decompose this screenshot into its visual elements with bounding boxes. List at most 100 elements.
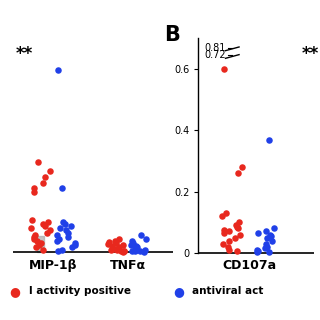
Point xyxy=(220,213,225,219)
Point xyxy=(65,234,70,239)
Point xyxy=(226,247,231,252)
Point xyxy=(234,224,239,229)
Point xyxy=(31,185,36,190)
Point xyxy=(237,232,242,237)
Point xyxy=(32,236,37,242)
Text: **: ** xyxy=(302,45,319,63)
Point xyxy=(32,234,37,239)
Point xyxy=(54,232,59,237)
Point xyxy=(236,220,241,225)
Point xyxy=(235,226,240,231)
Point xyxy=(256,230,261,236)
Point xyxy=(232,235,237,240)
Point xyxy=(264,244,269,249)
Point xyxy=(34,245,39,250)
Point xyxy=(36,243,42,248)
Point xyxy=(221,228,226,233)
Point xyxy=(45,219,51,224)
Point xyxy=(240,164,245,170)
Point xyxy=(263,229,268,234)
Point xyxy=(116,245,122,250)
Point xyxy=(265,235,270,240)
Bar xyxy=(37,236,44,252)
Point xyxy=(108,247,113,252)
Point xyxy=(222,230,227,236)
Point xyxy=(221,241,226,246)
Text: ●: ● xyxy=(10,285,20,298)
Point xyxy=(114,241,119,246)
Point xyxy=(130,249,135,254)
Point xyxy=(227,229,232,234)
Text: 0.72: 0.72 xyxy=(204,50,226,60)
Point xyxy=(121,249,126,254)
Point xyxy=(45,230,50,235)
Point xyxy=(54,238,60,244)
Point xyxy=(117,236,122,242)
Point xyxy=(269,238,274,243)
Point xyxy=(43,174,48,180)
Point xyxy=(34,238,39,244)
Point xyxy=(59,185,64,190)
Point xyxy=(113,238,118,244)
Text: ●: ● xyxy=(173,285,184,298)
Point xyxy=(268,232,273,237)
Text: **: ** xyxy=(16,45,33,63)
Point xyxy=(266,250,271,255)
Point xyxy=(254,250,259,255)
Point xyxy=(224,211,229,216)
Point xyxy=(31,189,36,195)
Point xyxy=(133,244,138,249)
Point xyxy=(63,228,68,233)
Point xyxy=(254,247,259,252)
Point xyxy=(60,219,66,224)
Point xyxy=(62,221,68,227)
Point xyxy=(73,243,78,248)
Point xyxy=(57,226,62,231)
Point xyxy=(121,243,126,248)
Point xyxy=(132,248,138,253)
Point xyxy=(226,244,231,249)
Point xyxy=(109,244,115,249)
Point xyxy=(40,247,45,252)
Text: antiviral act: antiviral act xyxy=(192,286,263,296)
Point xyxy=(138,232,143,237)
Point xyxy=(65,230,70,235)
Point xyxy=(59,247,64,252)
Point xyxy=(256,249,261,254)
Text: B: B xyxy=(164,25,180,45)
Point xyxy=(271,226,276,231)
Point xyxy=(40,181,45,186)
Point xyxy=(40,221,45,227)
Point xyxy=(134,245,140,250)
Point xyxy=(132,246,137,251)
Point xyxy=(235,171,240,176)
Point xyxy=(42,224,47,229)
Point xyxy=(69,245,75,250)
Point xyxy=(118,249,124,254)
Point xyxy=(129,238,134,244)
Text: l activity positive: l activity positive xyxy=(29,286,131,296)
Point xyxy=(110,246,115,251)
Point xyxy=(55,248,60,253)
Point xyxy=(128,243,133,248)
Point xyxy=(107,240,112,245)
Point xyxy=(262,246,267,251)
Point xyxy=(121,249,126,254)
Point xyxy=(122,248,127,253)
Point xyxy=(226,238,231,243)
Point xyxy=(72,241,77,246)
Point xyxy=(105,242,110,247)
Point xyxy=(263,241,268,246)
Point xyxy=(29,217,34,222)
Point xyxy=(28,226,33,231)
Point xyxy=(69,224,74,229)
Point xyxy=(56,68,61,73)
Point xyxy=(114,247,119,252)
Point xyxy=(131,241,136,246)
Point xyxy=(47,228,52,233)
Point xyxy=(137,249,142,254)
Point xyxy=(269,234,274,239)
Point xyxy=(114,246,119,252)
Point xyxy=(142,247,147,252)
Point xyxy=(38,241,44,246)
